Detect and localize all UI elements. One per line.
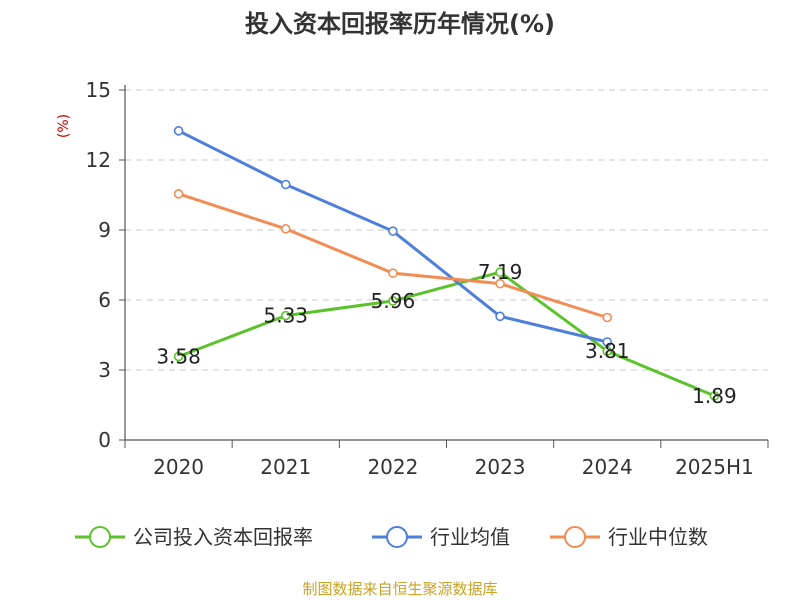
legend-label: 行业中位数 (608, 525, 708, 549)
data-point (388, 226, 398, 236)
data-label: 5.96 (371, 289, 416, 313)
data-point (280, 224, 291, 234)
data-point (495, 278, 505, 289)
y-tick-label: 9 (98, 218, 111, 242)
data-point (173, 351, 184, 362)
data-point (280, 179, 291, 190)
data-label: 3.58 (156, 344, 201, 368)
data-point (388, 268, 398, 278)
data-point (280, 310, 291, 321)
data-label: 7.19 (478, 260, 523, 284)
data-point (602, 312, 613, 323)
x-tick-label: 2022 (367, 455, 418, 479)
grid-lines (125, 89, 768, 371)
y-tick-label: 6 (98, 288, 111, 312)
x-tick-label: 2024 (582, 455, 633, 479)
y-tick-label: 12 (86, 148, 111, 172)
legend-label: 公司投入资本回报率 (133, 525, 313, 549)
data-point (173, 189, 184, 199)
data-point (495, 311, 505, 322)
x-tick-label: 2021 (260, 455, 311, 479)
data-point (173, 126, 184, 136)
data-point (388, 296, 398, 306)
legend-label: 行业均值 (430, 525, 510, 549)
axes: 0 3 6 9 12 15 2020 2021 2022 2023 2024 2025H1 (86, 78, 769, 479)
chart-title: 投入资本回报率历年情况(%) (245, 10, 555, 38)
legend-marker (386, 526, 408, 548)
series-group (173, 126, 720, 401)
data-point (709, 391, 720, 401)
data-point (495, 267, 505, 278)
data-label: 1.89 (692, 384, 737, 408)
y-tick-label: 0 (98, 428, 111, 452)
series-line-0 (178, 270, 715, 398)
y-axis-unit: (%) (56, 114, 72, 138)
legend-marker (564, 526, 586, 548)
legend: 公司投入资本回报率 行业均值 行业中位数 (75, 525, 708, 549)
data-point (602, 346, 613, 356)
x-tick-label: 2020 (153, 455, 204, 479)
data-label: 5.33 (263, 304, 308, 328)
x-tick-label: 2023 (475, 455, 526, 479)
data-point (602, 337, 613, 347)
y-tick-label: 15 (86, 78, 111, 102)
source-note: 制图数据来自恒生聚源数据库 (302, 580, 497, 598)
y-tick-label: 3 (98, 358, 111, 382)
x-tick-label: 2025H1 (675, 455, 754, 479)
legend-marker (89, 526, 111, 548)
data-label: 3.81 (585, 339, 630, 363)
data-labels: 3.58 5.33 5.96 7.19 3.81 1.89 (156, 260, 736, 408)
